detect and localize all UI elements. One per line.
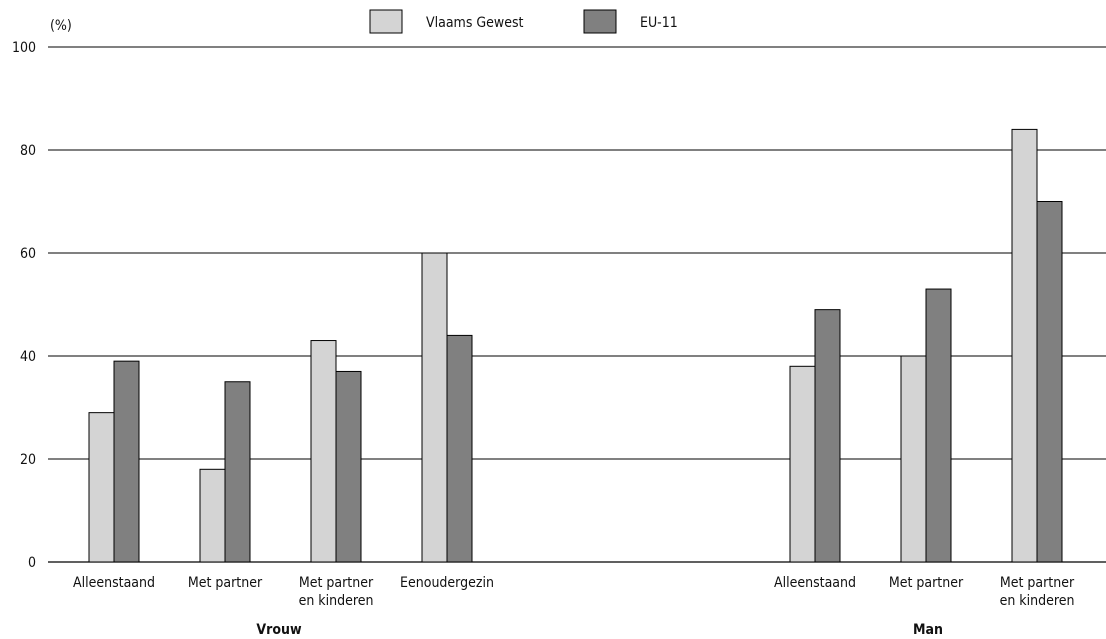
legend-label-1: Vlaams Gewest bbox=[426, 15, 524, 31]
category-label-line: Alleenstaand bbox=[73, 575, 155, 591]
bar-vrouw-1-series-2 bbox=[113, 360, 140, 563]
category-label-line: en kinderen bbox=[1000, 593, 1075, 609]
category-label-line: Eenoudergezin bbox=[400, 575, 494, 591]
category-label: Eenoudergezin bbox=[400, 575, 494, 591]
category-label: Met partner en kinderen bbox=[299, 575, 374, 609]
bar-vrouw-3-series-2 bbox=[335, 370, 362, 563]
group-labels: Vrouw Man bbox=[256, 622, 943, 638]
bar-man-2-series-2 bbox=[925, 288, 952, 563]
bars bbox=[88, 128, 1063, 563]
category-label-line: Met partner bbox=[299, 575, 374, 591]
category-labels: Alleenstaand Met partner Met partner en kin… bbox=[73, 575, 1075, 609]
y-axis-ticks: 0 20 40 60 80 100 bbox=[12, 40, 36, 571]
bar-man-1-series-2 bbox=[814, 309, 841, 563]
bar-vrouw-2-series-2 bbox=[224, 381, 251, 563]
y-unit-label: (%) bbox=[50, 18, 72, 34]
y-tick-label-100: 100 bbox=[12, 40, 36, 56]
bar-vrouw-4-series-2 bbox=[446, 334, 473, 563]
y-tick-label-40: 40 bbox=[20, 349, 36, 365]
category-label: Met partner bbox=[188, 575, 263, 591]
bar-vrouw-4-series-1 bbox=[421, 252, 448, 563]
category-label: Met partner en kinderen bbox=[1000, 575, 1075, 609]
legend: Vlaams Gewest EU-11 bbox=[369, 9, 678, 34]
category-label: Alleenstaand bbox=[73, 575, 155, 591]
legend-swatch-1 bbox=[369, 9, 403, 34]
category-label: Alleenstaand bbox=[774, 575, 856, 591]
category-label-line: en kinderen bbox=[299, 593, 374, 609]
bar-vrouw-1-series-1 bbox=[88, 412, 115, 563]
category-label-line: Met partner bbox=[1000, 575, 1075, 591]
group-label-man: Man bbox=[913, 622, 943, 638]
group-label-vrouw: Vrouw bbox=[256, 622, 302, 638]
bar-man-3-series-2 bbox=[1036, 201, 1063, 563]
bar-vrouw-3-series-1 bbox=[310, 340, 337, 563]
category-label-line: Met partner bbox=[889, 575, 964, 591]
bar-vrouw-2-series-1 bbox=[199, 468, 226, 563]
y-tick-label-60: 60 bbox=[20, 246, 36, 262]
bar-man-2-series-1 bbox=[900, 355, 927, 563]
y-tick-label-80: 80 bbox=[20, 143, 36, 159]
legend-label-2: EU-11 bbox=[640, 15, 678, 31]
category-label: Met partner bbox=[889, 575, 964, 591]
legend-swatch-2 bbox=[583, 9, 617, 34]
y-tick-label-0: 0 bbox=[28, 555, 36, 571]
category-label-line: Met partner bbox=[188, 575, 263, 591]
category-label-line: Alleenstaand bbox=[774, 575, 856, 591]
bar-man-1-series-1 bbox=[789, 365, 816, 563]
y-tick-label-20: 20 bbox=[20, 452, 36, 468]
bar-man-3-series-1 bbox=[1011, 128, 1038, 563]
